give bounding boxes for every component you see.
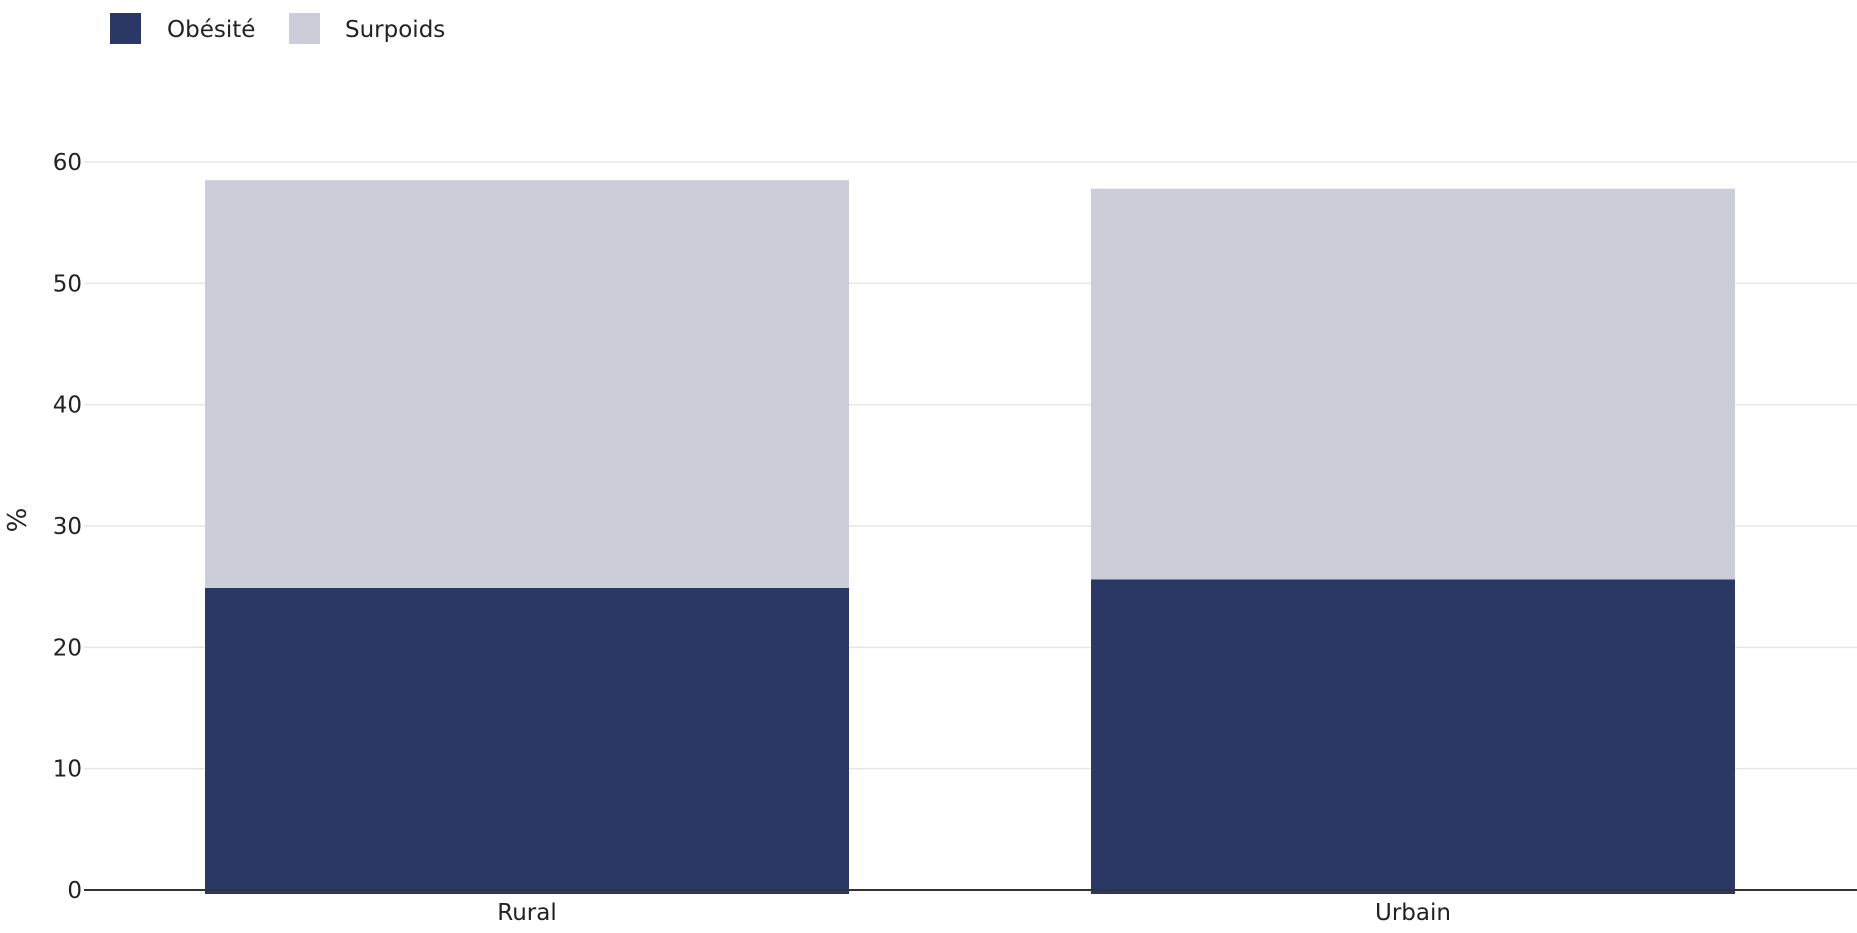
legend-item: Surpoids xyxy=(289,13,445,44)
bar-rural-obesite xyxy=(205,587,849,894)
y-tick-label: 0 xyxy=(67,878,82,904)
chart-legend: Obésité Surpoids xyxy=(110,13,445,44)
x-tick-label: Rural xyxy=(497,900,556,926)
bar-urbain-surpoids xyxy=(1091,188,1735,580)
bar-rural-surpoids xyxy=(205,180,849,588)
x-axis-ticks: Rural Urbain xyxy=(497,900,1451,926)
y-tick-label: 40 xyxy=(53,393,82,419)
y-axis-ticks: 0 10 20 30 40 50 60 xyxy=(53,150,82,904)
y-tick-label: 10 xyxy=(53,757,82,783)
x-tick-label: Urbain xyxy=(1375,900,1451,926)
legend-swatch xyxy=(289,13,320,44)
legend-label: Obésité xyxy=(167,17,255,43)
legend-label: Surpoids xyxy=(345,17,445,43)
y-tick-label: 50 xyxy=(53,271,82,297)
y-axis-title: % xyxy=(3,508,33,533)
y-tick-label: 60 xyxy=(53,150,82,176)
legend-item: Obésité xyxy=(110,13,255,44)
y-tick-label: 30 xyxy=(53,514,82,540)
bar-urbain-obesite xyxy=(1091,579,1735,894)
bars xyxy=(205,180,1735,894)
y-tick-label: 20 xyxy=(53,635,82,661)
legend-swatch xyxy=(110,13,141,44)
